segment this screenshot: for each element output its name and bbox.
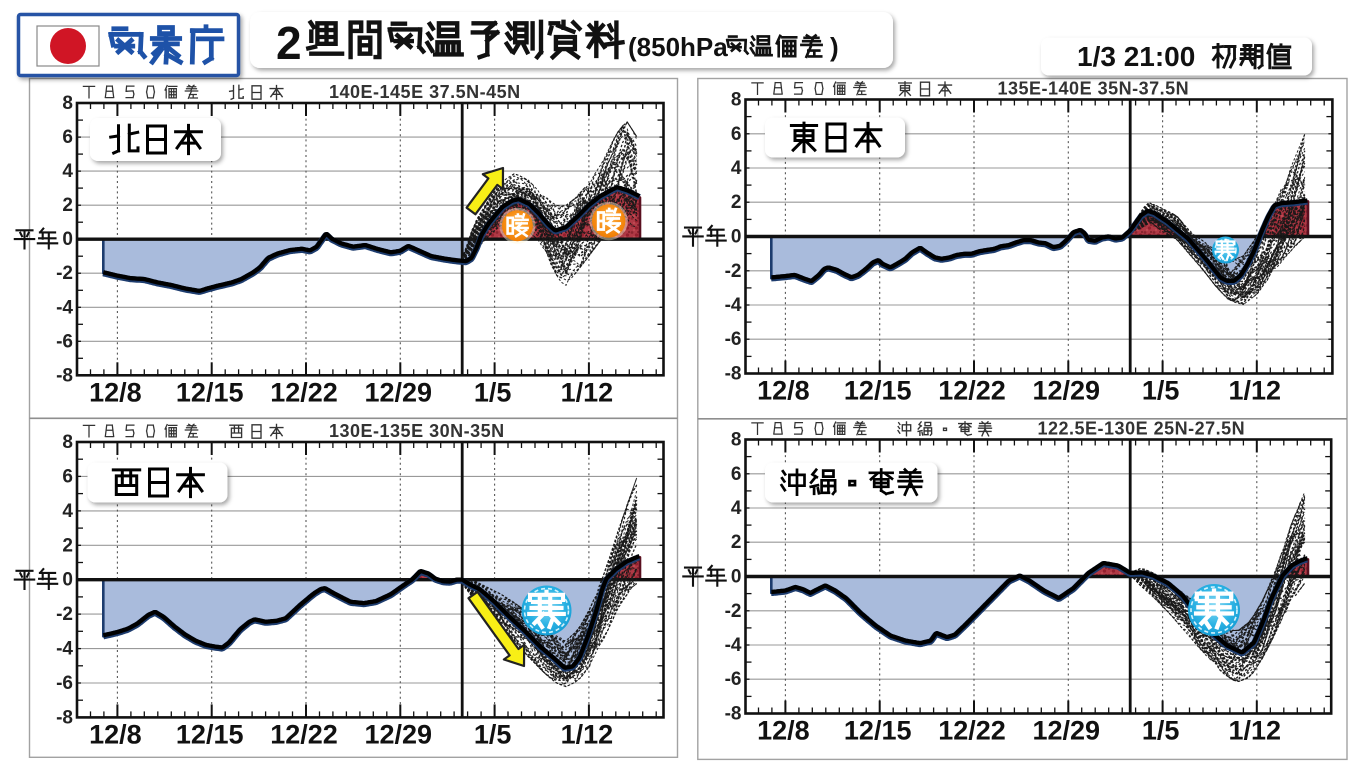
- svg-text:140E-145E 37.5N-45N: 140E-145E 37.5N-45N: [329, 82, 521, 102]
- svg-text:8: 8: [731, 430, 742, 451]
- svg-text:130E-135E 30N-35N: 130E-135E 30N-35N: [329, 421, 505, 441]
- svg-text:-4: -4: [725, 635, 742, 656]
- svg-text:4: 4: [731, 158, 742, 179]
- svg-text:135E-140E 35N-37.5N: 135E-140E 35N-37.5N: [998, 79, 1190, 99]
- svg-text:-8: -8: [725, 364, 742, 385]
- svg-text:-4: -4: [56, 297, 73, 318]
- svg-text:12/15: 12/15: [176, 377, 244, 407]
- svg-text:): ): [830, 32, 839, 62]
- svg-text:1/12: 1/12: [1229, 376, 1282, 406]
- svg-text:4: 4: [62, 161, 73, 182]
- svg-text:12/8: 12/8: [757, 376, 810, 406]
- svg-text:12/22: 12/22: [270, 377, 338, 407]
- svg-text:4: 4: [731, 498, 742, 519]
- svg-text:-6: -6: [725, 669, 742, 690]
- svg-text:0: 0: [62, 229, 73, 250]
- svg-text:1/5: 1/5: [1142, 716, 1180, 746]
- svg-text:8: 8: [62, 432, 73, 453]
- svg-text:12/29: 12/29: [365, 719, 433, 749]
- svg-text:12/8: 12/8: [757, 716, 810, 746]
- svg-text:0: 0: [731, 227, 742, 248]
- svg-text:0: 0: [62, 570, 73, 591]
- svg-text:12/29: 12/29: [1033, 376, 1101, 406]
- svg-text:-6: -6: [56, 331, 73, 352]
- svg-text:(850hPa: (850hPa: [628, 32, 728, 62]
- svg-text:12/22: 12/22: [270, 719, 338, 749]
- svg-text:1/5: 1/5: [474, 719, 512, 749]
- svg-text:1/5: 1/5: [474, 377, 512, 407]
- svg-text:12/8: 12/8: [89, 719, 142, 749]
- svg-text:0: 0: [731, 567, 742, 588]
- svg-text:-6: -6: [725, 329, 742, 350]
- svg-text:2: 2: [62, 535, 73, 556]
- svg-text:-4: -4: [56, 639, 73, 660]
- svg-text:12/8: 12/8: [89, 377, 142, 407]
- svg-text:6: 6: [62, 127, 73, 148]
- svg-text:12/29: 12/29: [1033, 716, 1101, 746]
- svg-text:-2: -2: [56, 263, 73, 284]
- svg-text:6: 6: [731, 464, 742, 485]
- svg-text:12/29: 12/29: [365, 377, 433, 407]
- svg-text:2: 2: [731, 192, 742, 213]
- svg-text:12/15: 12/15: [176, 719, 244, 749]
- svg-text:12/22: 12/22: [938, 376, 1006, 406]
- svg-text:2: 2: [62, 195, 73, 216]
- svg-text:2: 2: [731, 532, 742, 553]
- svg-text:6: 6: [731, 124, 742, 145]
- svg-text:2: 2: [276, 17, 302, 69]
- svg-text:8: 8: [731, 90, 742, 111]
- svg-text:8: 8: [62, 93, 73, 114]
- svg-text:1/12: 1/12: [1229, 716, 1282, 746]
- svg-text:12/15: 12/15: [844, 376, 912, 406]
- svg-text:12/22: 12/22: [938, 716, 1006, 746]
- svg-text:-8: -8: [56, 707, 73, 728]
- svg-text:1/12: 1/12: [561, 377, 614, 407]
- svg-text:12/15: 12/15: [844, 716, 912, 746]
- svg-text:6: 6: [62, 466, 73, 487]
- svg-text:-8: -8: [56, 365, 73, 386]
- svg-text:-6: -6: [56, 673, 73, 694]
- svg-text:-2: -2: [725, 601, 742, 622]
- svg-text:1/5: 1/5: [1142, 376, 1180, 406]
- svg-text:-8: -8: [725, 704, 742, 725]
- svg-text:-2: -2: [725, 261, 742, 282]
- svg-text:1/3 21:00: 1/3 21:00: [1077, 41, 1195, 72]
- svg-text:-2: -2: [56, 604, 73, 625]
- svg-text:122.5E-130E 25N-27.5N: 122.5E-130E 25N-27.5N: [1038, 419, 1246, 439]
- svg-text:1/12: 1/12: [561, 719, 614, 749]
- svg-text:4: 4: [62, 501, 73, 522]
- svg-text:-4: -4: [725, 295, 742, 316]
